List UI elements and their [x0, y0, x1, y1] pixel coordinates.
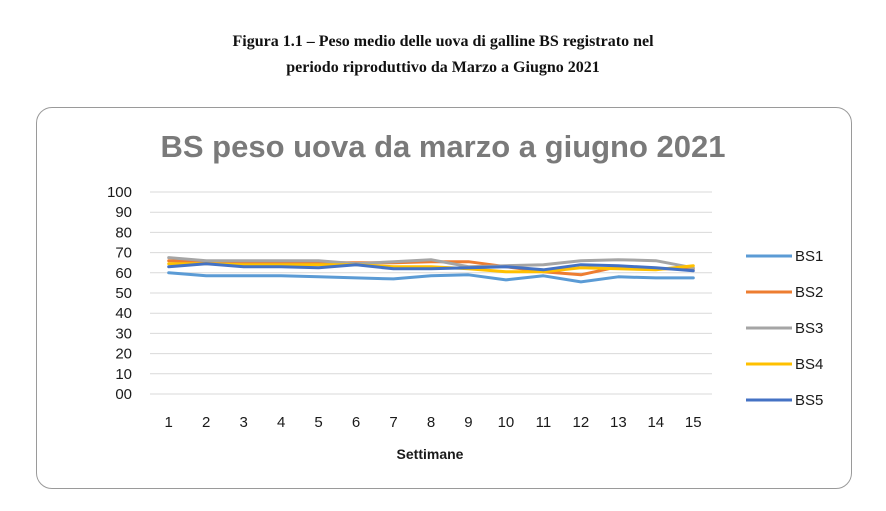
chart-area-frame	[36, 107, 852, 489]
series-line-bs1	[167, 271, 695, 284]
x-tick-label: 11	[536, 414, 552, 431]
legend-label-bs2: BS2	[795, 284, 823, 301]
series-lines	[167, 256, 695, 284]
x-tick-label: 9	[464, 414, 472, 431]
series-line-bs3	[167, 256, 695, 270]
gridlines	[150, 191, 712, 395]
series-line-bs4	[167, 262, 695, 274]
figure-caption-line-1: Figura 1.1 – Peso medio delle uova di ga…	[232, 33, 654, 50]
x-tick-label: 8	[427, 414, 435, 431]
x-tick-label: 6	[352, 414, 360, 431]
legend-label-bs4: BS4	[795, 356, 823, 373]
y-tick-label: 40	[115, 305, 132, 322]
x-tick-label: 15	[685, 414, 702, 431]
x-tick-label: 3	[239, 414, 247, 431]
x-axis-label: Settimane	[397, 446, 464, 462]
legend: BS1 BS2 BS3 BS4 BS5	[746, 248, 823, 409]
y-tick-label: 10	[115, 366, 132, 383]
y-tick-label: 00	[115, 386, 132, 403]
y-tick-label: 30	[115, 325, 132, 342]
figure-caption-line-2: periodo riproduttivo da Marzo a Giugno 2…	[286, 59, 600, 76]
legend-label-bs3: BS3	[795, 320, 823, 337]
x-tick-label: 7	[389, 414, 397, 431]
y-tick-label: 90	[115, 204, 132, 221]
legend-label-bs1: BS1	[795, 248, 823, 265]
y-tick-label: 50	[115, 285, 132, 302]
x-tick-label: 5	[314, 414, 322, 431]
y-tick-label: 80	[115, 224, 132, 241]
y-tick-label: 70	[115, 245, 132, 262]
x-axis-ticks: 1 2 3 4 5 6 7 8 9 10 11 12 13 14 15	[165, 414, 702, 431]
y-tick-label: 20	[115, 346, 132, 363]
y-axis-ticks: 00 10 20 30 40 50 60 70 80 90 100	[107, 184, 132, 403]
y-tick-label: 60	[115, 265, 132, 282]
legend-label-bs5: BS5	[795, 392, 823, 409]
x-tick-label: 12	[573, 414, 590, 431]
x-tick-label: 4	[277, 414, 285, 431]
series-line-bs5	[167, 262, 695, 273]
x-tick-label: 10	[498, 414, 515, 431]
x-tick-label: 13	[610, 414, 627, 431]
x-tick-label: 14	[647, 414, 664, 431]
x-tick-label: 1	[165, 414, 173, 431]
x-tick-label: 2	[202, 414, 210, 431]
y-tick-label: 100	[107, 184, 132, 201]
chart-title: BS peso uova da marzo a giugno 2021	[160, 129, 725, 164]
